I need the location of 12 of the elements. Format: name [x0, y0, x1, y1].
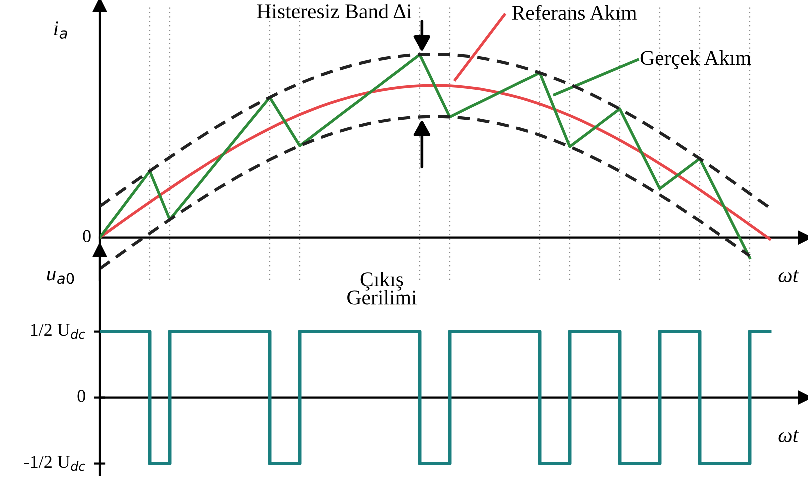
text: -1/2 U$_{dc}$	[24, 456, 86, 472]
text: 0	[78, 390, 86, 402]
y-axis-title: i$_{a}$	[54, 22, 68, 40]
annotation: Gerçek Akım	[640, 50, 752, 70]
x-axis-title: ωt	[778, 430, 799, 442]
x-axis-title: ωt	[778, 270, 799, 282]
text: 1/2 U$_{dc}$	[31, 324, 86, 340]
text: Referans Akım	[512, 5, 637, 20]
y-axis-title: u$_{a0}$	[47, 270, 74, 284]
text: 0	[83, 230, 91, 242]
text: Çıkış Gerilimi	[348, 272, 417, 305]
text: Histeresiz Band Δi	[257, 4, 412, 19]
